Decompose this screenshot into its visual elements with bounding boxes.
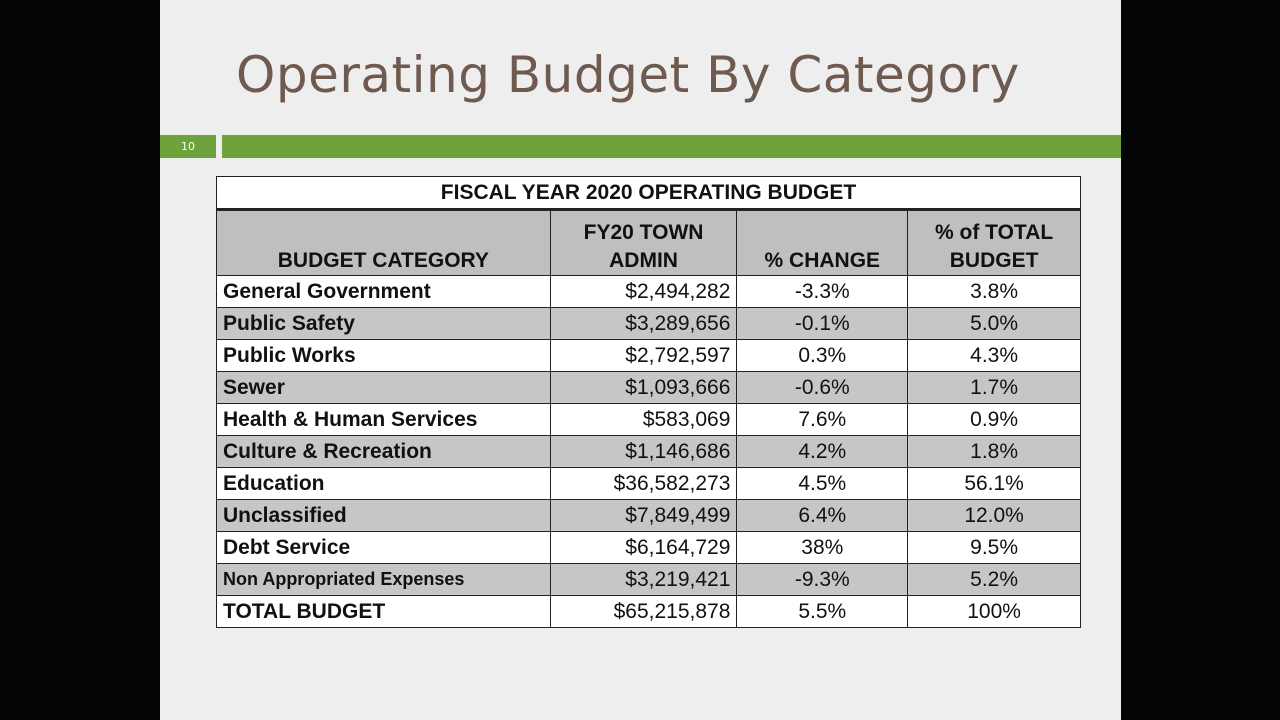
pct-total-cell: 9.5%	[907, 531, 1081, 564]
header-pct-total-line2: BUDGET	[949, 249, 1039, 272]
total-pct-cell: 100%	[907, 595, 1081, 628]
pct-total-cell: 5.0%	[907, 307, 1081, 340]
table-header-row: BUDGET CATEGORY FY20 TOWN ADMIN % CHANGE…	[216, 209, 1081, 276]
table-caption: FISCAL YEAR 2020 OPERATING BUDGET	[216, 176, 1081, 211]
amount-cell: $6,164,729	[549, 531, 738, 564]
table-row: Health & Human Services $583,069 7.6% 0.…	[216, 403, 1081, 436]
header-change: % CHANGE	[736, 209, 909, 276]
change-cell: -0.6%	[736, 371, 909, 404]
category-cell: Public Safety	[216, 307, 551, 340]
amount-cell: $583,069	[549, 403, 738, 436]
pct-total-cell: 1.8%	[907, 435, 1081, 468]
change-cell: 38%	[736, 531, 909, 564]
total-change-cell: 5.5%	[736, 595, 909, 628]
category-cell: Public Works	[216, 339, 551, 372]
total-amount-cell: $65,215,878	[549, 595, 738, 628]
table-row: Public Works $2,792,597 0.3% 4.3%	[216, 339, 1081, 372]
amount-cell: $1,093,666	[549, 371, 738, 404]
category-cell: General Government	[216, 275, 551, 308]
change-cell: 6.4%	[736, 499, 909, 532]
table-row: Debt Service $6,164,729 38% 9.5%	[216, 531, 1081, 564]
pct-total-cell: 56.1%	[907, 467, 1081, 500]
category-cell: Unclassified	[216, 499, 551, 532]
category-cell: Debt Service	[216, 531, 551, 564]
table-row: Education $36,582,273 4.5% 56.1%	[216, 467, 1081, 500]
pct-total-cell: 3.8%	[907, 275, 1081, 308]
category-cell: Sewer	[216, 371, 551, 404]
slide-number: 10	[160, 135, 216, 158]
header-category: BUDGET CATEGORY	[216, 209, 551, 276]
pct-total-cell: 5.2%	[907, 563, 1081, 596]
change-cell: 7.6%	[736, 403, 909, 436]
category-cell: Education	[216, 467, 551, 500]
total-row: TOTAL BUDGET $65,215,878 5.5% 100%	[216, 595, 1081, 628]
amount-cell: $1,146,686	[549, 435, 738, 468]
amount-cell: $36,582,273	[549, 467, 738, 500]
table-row: Non Appropriated Expenses $3,219,421 -9.…	[216, 563, 1081, 596]
change-cell: -3.3%	[736, 275, 909, 308]
table-row: Unclassified $7,849,499 6.4% 12.0%	[216, 499, 1081, 532]
header-amount: FY20 TOWN ADMIN	[549, 209, 738, 276]
table-row: General Government $2,494,282 -3.3% 3.8%	[216, 275, 1081, 308]
pct-total-cell: 0.9%	[907, 403, 1081, 436]
slide-title: Operating Budget By Category	[236, 46, 1020, 104]
change-cell: -0.1%	[736, 307, 909, 340]
change-cell: 4.2%	[736, 435, 909, 468]
pct-total-cell: 1.7%	[907, 371, 1081, 404]
amount-cell: $2,792,597	[549, 339, 738, 372]
category-cell: Health & Human Services	[216, 403, 551, 436]
header-pct-total: % of TOTAL BUDGET	[907, 209, 1081, 276]
header-amount-line1: FY20 TOWN	[583, 221, 704, 244]
change-cell: -9.3%	[736, 563, 909, 596]
amount-cell: $2,494,282	[549, 275, 738, 308]
change-cell: 0.3%	[736, 339, 909, 372]
header-pct-total-line1: % of TOTAL	[934, 221, 1054, 244]
budget-table: FISCAL YEAR 2020 OPERATING BUDGET BUDGET…	[216, 176, 1081, 628]
amount-cell: $3,219,421	[549, 563, 738, 596]
change-cell: 4.5%	[736, 467, 909, 500]
header-amount-line2: ADMIN	[609, 249, 678, 272]
table-row: Sewer $1,093,666 -0.6% 1.7%	[216, 371, 1081, 404]
pct-total-cell: 12.0%	[907, 499, 1081, 532]
table-row: Culture & Recreation $1,146,686 4.2% 1.8…	[216, 435, 1081, 468]
amount-cell: $7,849,499	[549, 499, 738, 532]
total-category-cell: TOTAL BUDGET	[216, 595, 551, 628]
amount-cell: $3,289,656	[549, 307, 738, 340]
table-row: Public Safety $3,289,656 -0.1% 5.0%	[216, 307, 1081, 340]
pct-total-cell: 4.3%	[907, 339, 1081, 372]
accent-bar	[222, 135, 1121, 158]
category-cell: Culture & Recreation	[216, 435, 551, 468]
category-cell: Non Appropriated Expenses	[216, 563, 551, 596]
